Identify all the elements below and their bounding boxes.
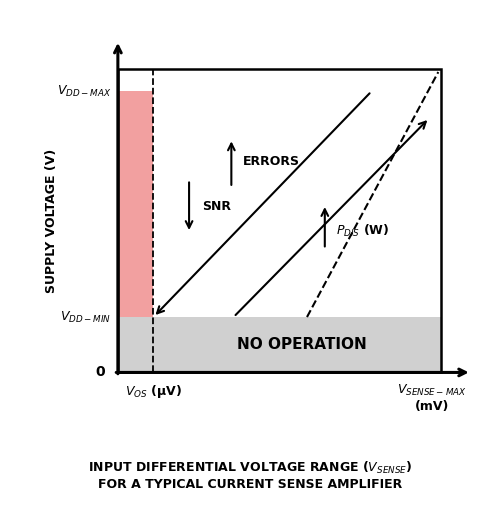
Text: FOR A TYPICAL CURRENT SENSE AMPLIFIER: FOR A TYPICAL CURRENT SENSE AMPLIFIER <box>98 478 402 491</box>
Bar <box>118 69 440 372</box>
Text: SUPPLY VOLTAGE (V): SUPPLY VOLTAGE (V) <box>44 148 58 293</box>
Text: SNR: SNR <box>202 200 232 213</box>
Text: ERRORS: ERRORS <box>242 154 300 168</box>
Text: NO OPERATION: NO OPERATION <box>236 337 366 352</box>
Bar <box>118 317 440 372</box>
Text: INPUT DIFFERENTIAL VOLTAGE RANGE ($V_{SENSE}$): INPUT DIFFERENTIAL VOLTAGE RANGE ($V_{SE… <box>88 460 412 477</box>
Text: $P_{DIS}$ (W): $P_{DIS}$ (W) <box>336 223 390 239</box>
Bar <box>154 91 441 317</box>
Text: $V_{DD-MIN}$: $V_{DD-MIN}$ <box>60 309 111 325</box>
Bar <box>118 91 154 317</box>
Text: $V_{OS}$ (μV): $V_{OS}$ (μV) <box>125 383 182 400</box>
Text: $V_{DD-MAX}$: $V_{DD-MAX}$ <box>56 84 111 99</box>
Text: 0: 0 <box>96 365 105 380</box>
Text: $V_{SENSE-MAX}$
(mV): $V_{SENSE-MAX}$ (mV) <box>397 383 466 413</box>
